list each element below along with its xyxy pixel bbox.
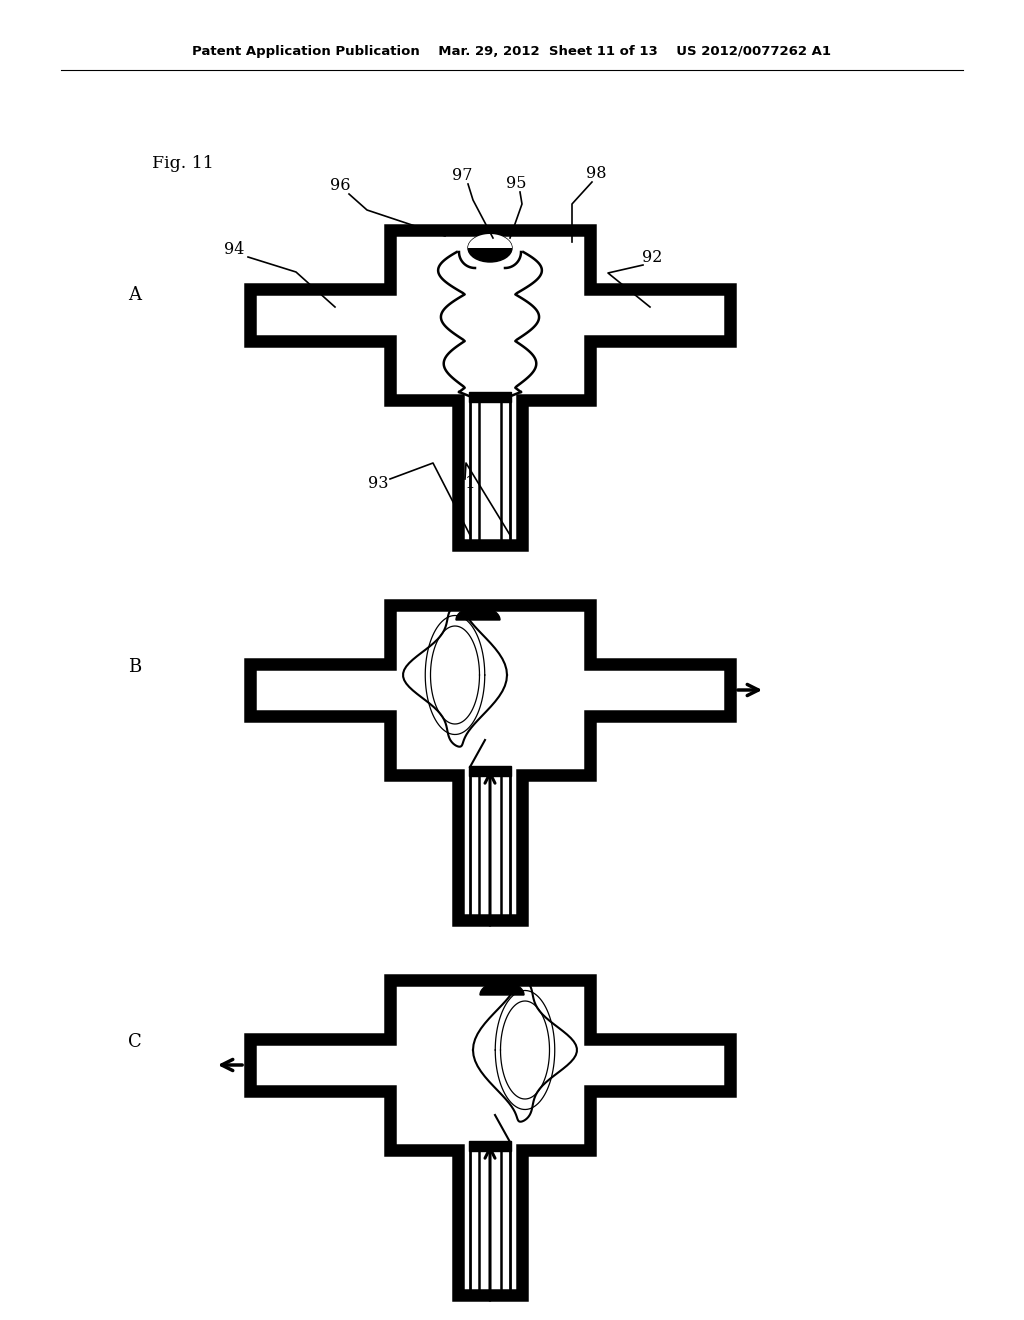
Text: Fig. 11: Fig. 11 (152, 154, 214, 172)
Polygon shape (250, 979, 730, 1295)
Bar (390, 979, 590, 1150)
Text: 92: 92 (642, 249, 663, 267)
Text: 94: 94 (224, 242, 244, 259)
Bar (250, 1039, 390, 1092)
Polygon shape (456, 607, 500, 620)
Polygon shape (480, 982, 524, 995)
Bar (590, 664, 730, 715)
Text: 91: 91 (455, 475, 475, 492)
Text: 93: 93 (368, 475, 388, 492)
Bar (458, 775, 522, 920)
Text: 96: 96 (330, 177, 350, 194)
Bar (469, 1140, 511, 1151)
Text: 98: 98 (586, 165, 606, 182)
Bar (250, 664, 390, 715)
Bar (469, 392, 511, 403)
Text: B: B (128, 657, 141, 676)
Bar (458, 400, 522, 545)
Bar (250, 289, 390, 341)
Text: 97: 97 (452, 168, 472, 185)
Polygon shape (250, 605, 730, 920)
Bar (390, 230, 590, 400)
Polygon shape (468, 234, 512, 248)
Bar (469, 766, 511, 776)
Text: C: C (128, 1034, 141, 1051)
Bar (590, 289, 730, 341)
Text: A: A (128, 286, 141, 304)
Text: 95: 95 (506, 176, 526, 193)
Bar (590, 1039, 730, 1092)
Polygon shape (250, 230, 730, 545)
Bar (390, 605, 590, 775)
Text: Patent Application Publication    Mar. 29, 2012  Sheet 11 of 13    US 2012/00772: Patent Application Publication Mar. 29, … (193, 45, 831, 58)
Bar (458, 1150, 522, 1295)
Ellipse shape (468, 234, 512, 261)
